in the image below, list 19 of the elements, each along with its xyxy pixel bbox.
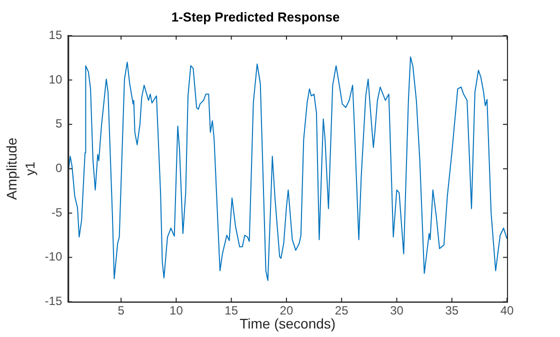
x-tick-label: 10 [170,303,184,318]
y-axis-title: Amplitude [3,137,20,200]
x-tick-label: 5 [118,303,125,318]
y-tick-label: 10 [48,72,62,86]
y-tick-label: 0 [55,161,62,176]
y-tick-label: 5 [55,116,62,131]
y-tick-label: 15 [48,28,62,42]
x-tick-label: 35 [445,303,459,318]
x-tick-label: 15 [224,303,238,318]
x-tick-label: 30 [390,303,404,318]
chart-title: 1-Step Predicted Response [171,9,340,24]
x-tick-label: 25 [334,303,349,318]
x-axis-title: Time (seconds) [240,315,336,332]
text: y1 [22,162,38,176]
y-tick-label: -5 [51,205,62,220]
y-tick-label: -15 [44,294,62,308]
x-tick-label: 40 [500,303,514,318]
x-tick-label: 20 [280,303,294,318]
y-tick-label: -10 [44,250,62,264]
